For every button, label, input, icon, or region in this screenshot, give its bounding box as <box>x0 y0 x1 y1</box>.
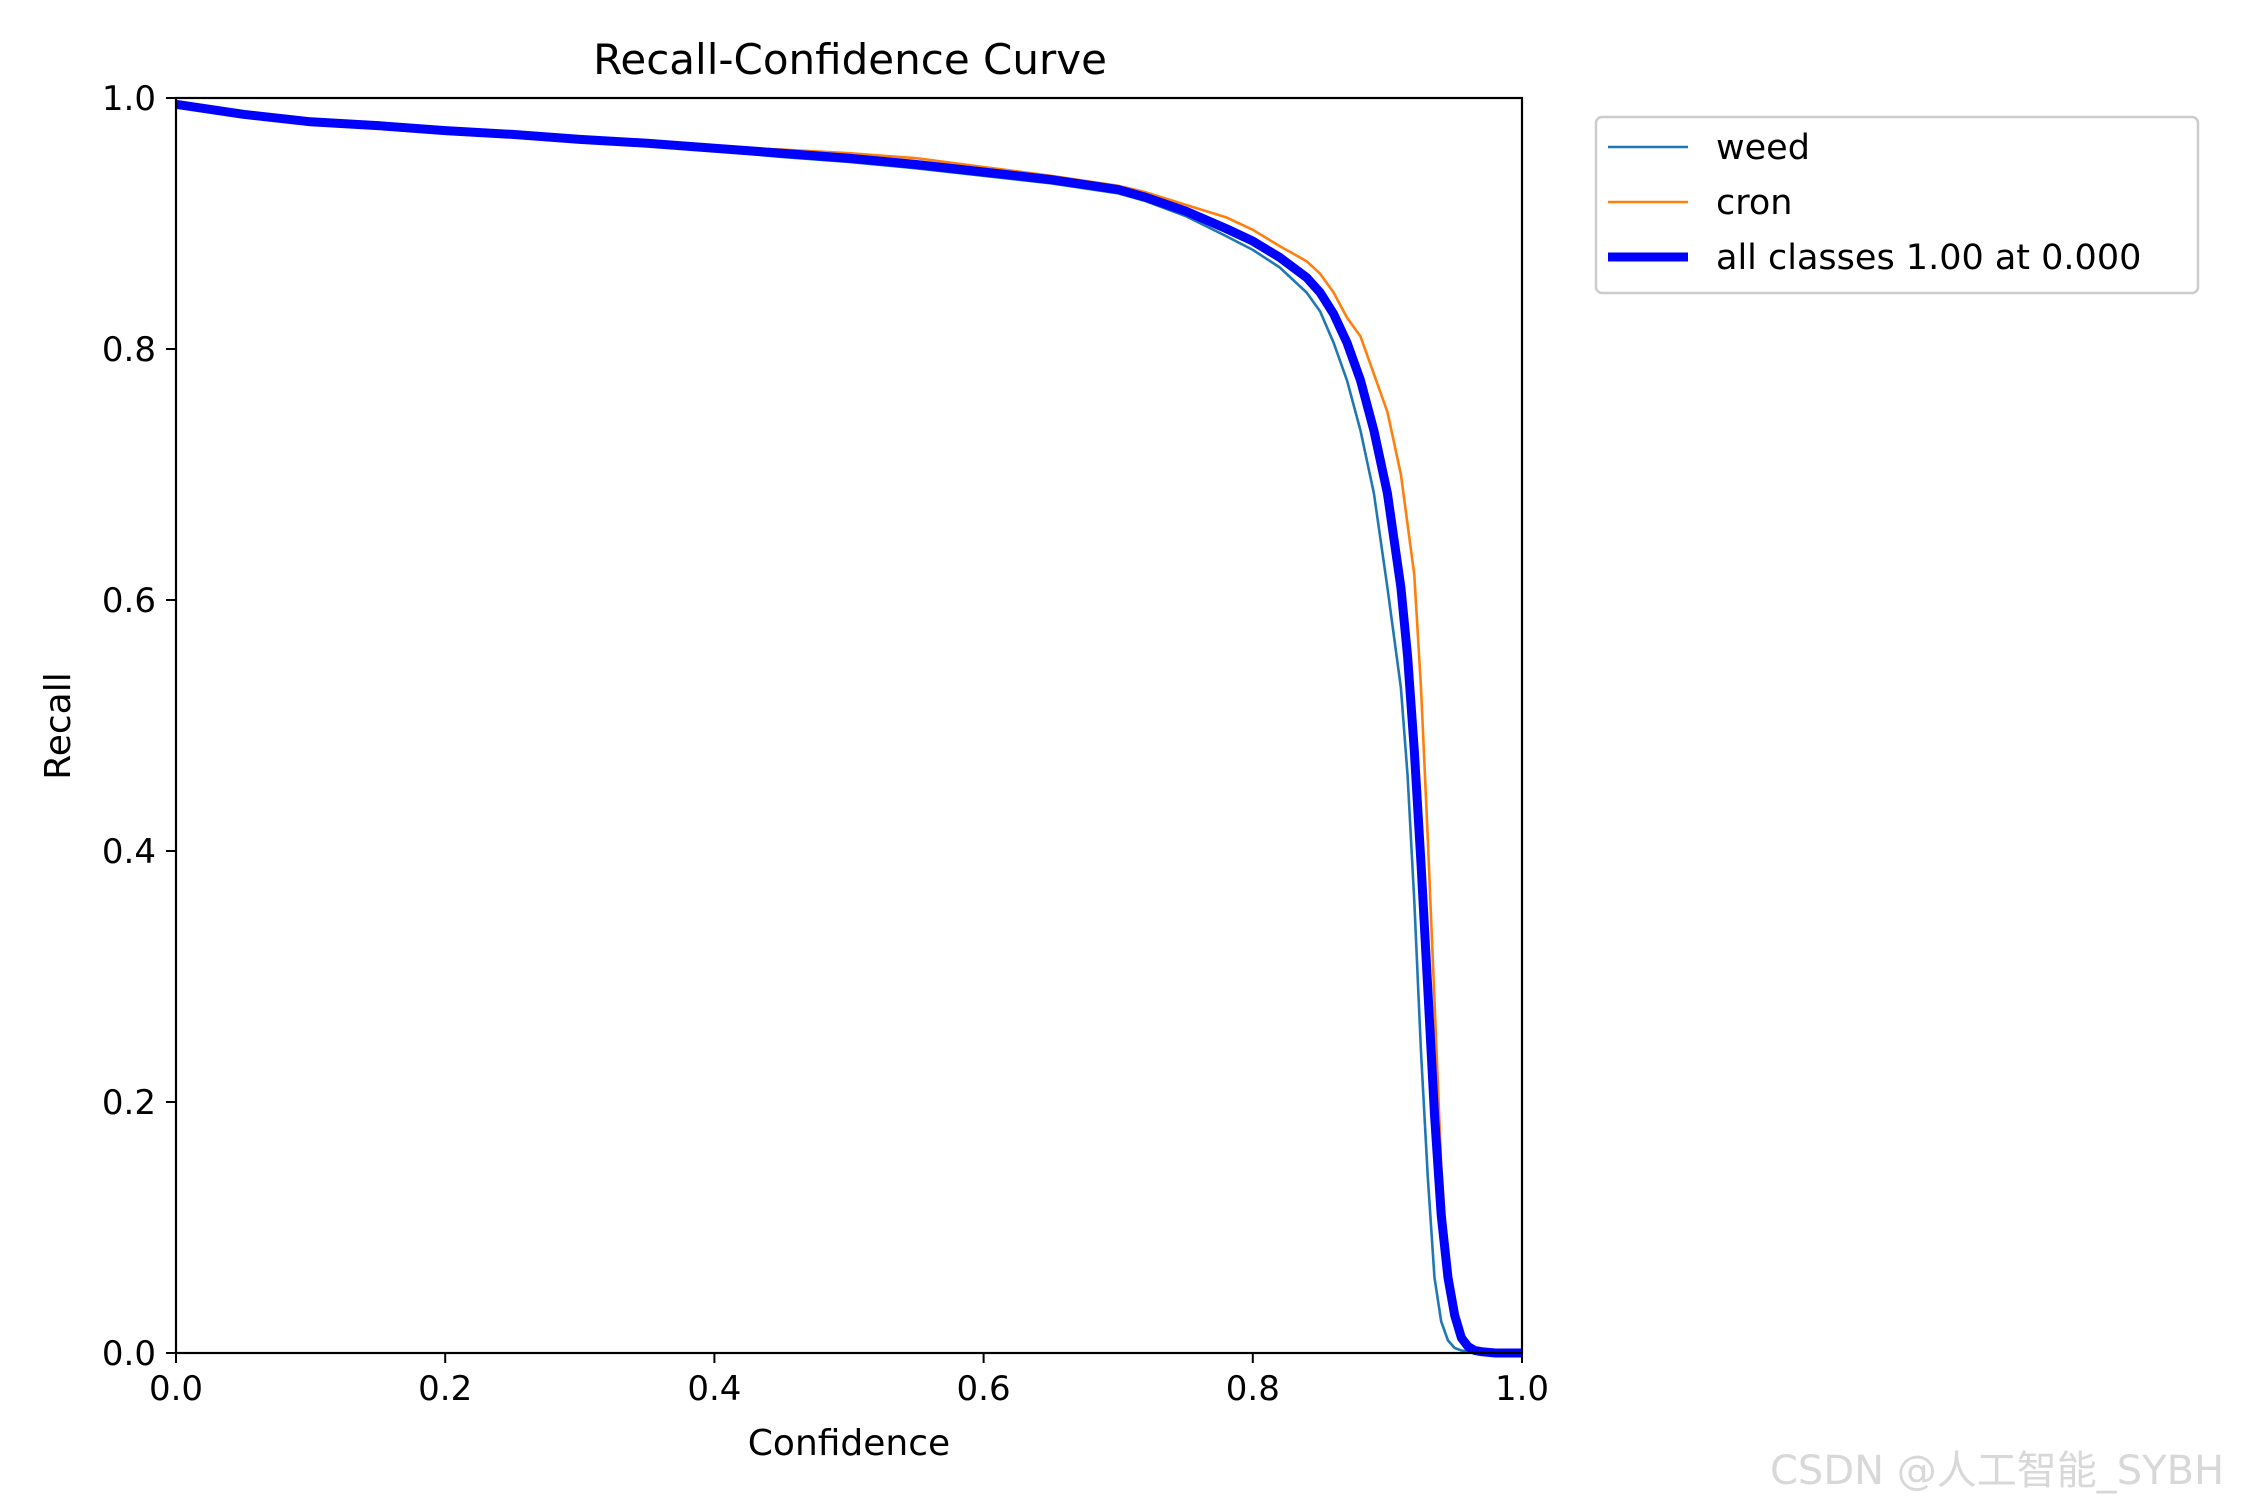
y-axis-label: Recall <box>38 672 79 779</box>
legend: weed cron all classes 1.00 at 0.000 <box>1594 115 2200 295</box>
plot-lines <box>175 99 1522 1358</box>
watermark-text: CSDN @人工智能_SYBH <box>1770 1448 2225 1494</box>
x-axis-ticks: 0.0 0.2 0.4 0.6 0.8 1.0 <box>149 1353 1549 1409</box>
y-tick-label: 0.4 <box>102 832 156 872</box>
y-tick-label: 0.0 <box>102 1334 156 1374</box>
legend-label-cron: cron <box>1716 183 1792 223</box>
x-axis-label: Confidence <box>748 1423 950 1464</box>
x-tick-label: 0.4 <box>687 1369 741 1409</box>
x-tick-label: 0.2 <box>418 1369 472 1409</box>
x-tick-label: 0.6 <box>957 1369 1011 1409</box>
chart-title: Recall-Confidence Curve <box>593 35 1107 84</box>
legend-box <box>1594 115 2200 295</box>
y-axis-ticks: 0.0 0.2 0.4 0.6 0.8 1.0 <box>102 79 176 1374</box>
x-tick-label: 0.0 <box>149 1369 203 1409</box>
series-line-all <box>175 99 1522 1358</box>
y-tick-label: 0.8 <box>102 330 156 370</box>
y-tick-label: 0.6 <box>102 581 156 621</box>
y-tick-label: 1.0 <box>102 79 156 119</box>
x-tick-label: 0.8 <box>1226 1369 1280 1409</box>
x-tick-label: 1.0 <box>1495 1369 1549 1409</box>
legend-label-all: all classes 1.00 at 0.000 <box>1716 238 2141 278</box>
y-tick-label: 0.2 <box>102 1083 156 1123</box>
plot-frame <box>174 96 1524 1355</box>
legend-label-weed: weed <box>1716 128 1810 168</box>
